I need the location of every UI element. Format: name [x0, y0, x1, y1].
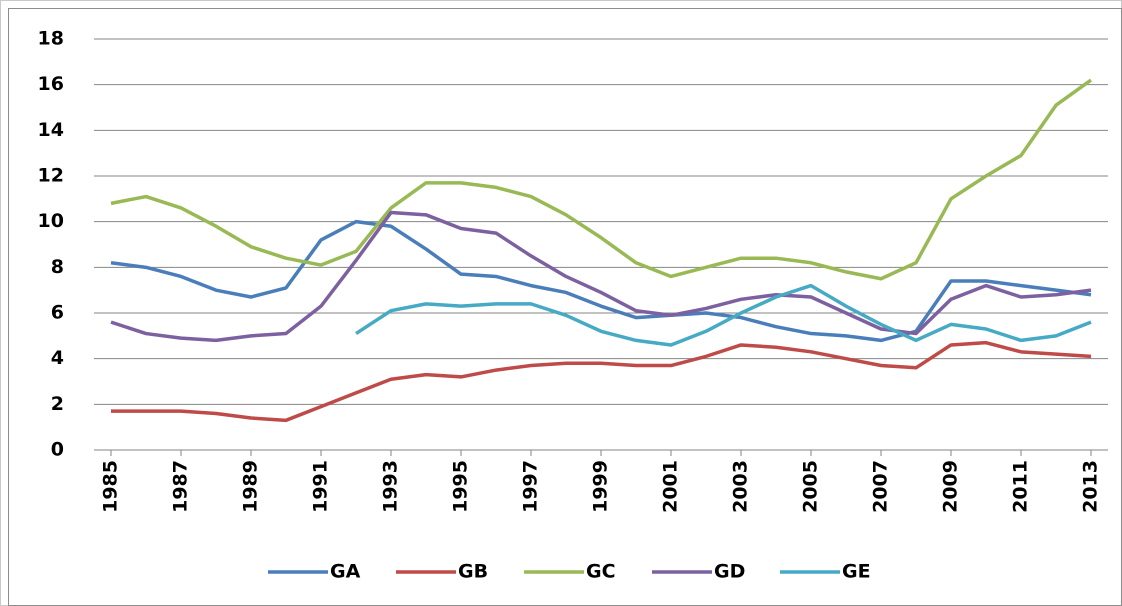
y-tick-label: 14 — [38, 119, 64, 141]
y-tick-label: 8 — [51, 256, 64, 278]
x-tick-label: 1987 — [170, 460, 192, 513]
legend-label: GA — [330, 561, 361, 583]
series-line — [355, 283, 1092, 347]
x-tick-label: 2001 — [660, 460, 682, 513]
y-tick-label: 2 — [51, 393, 64, 415]
x-tick-label: 2003 — [730, 460, 752, 513]
series-line — [110, 78, 1093, 281]
x-tick-label: 1997 — [520, 460, 542, 513]
y-tick-label: 4 — [51, 347, 64, 369]
x-tick-label: 1985 — [100, 460, 122, 513]
y-tick-label: 16 — [38, 73, 64, 95]
y-tick-label: 6 — [51, 302, 64, 324]
x-tick-label: 2005 — [800, 460, 822, 513]
chart-border — [8, 8, 1122, 606]
y-tick-label: 12 — [38, 165, 64, 187]
legend-label: GC — [586, 561, 616, 583]
series-line — [111, 340, 1092, 423]
y-tick-label: 10 — [38, 210, 64, 232]
x-tick-label: 1999 — [590, 460, 612, 513]
legend-label: GB — [458, 561, 488, 583]
x-tick-label: 1993 — [380, 460, 402, 513]
x-tick-label: 1991 — [310, 460, 332, 513]
y-tick-label: 18 — [38, 28, 64, 50]
series-line — [110, 219, 1092, 343]
y-tick-label: 0 — [51, 439, 64, 461]
x-tick-label: 2009 — [940, 460, 962, 513]
x-tick-label: 2013 — [1080, 460, 1102, 513]
x-tick-label: 1995 — [450, 460, 472, 513]
x-tick-label: 1989 — [240, 460, 262, 513]
legend-label: GE — [842, 561, 871, 583]
series-line — [110, 210, 1092, 343]
legend-label: GD — [714, 561, 745, 583]
x-tick-label: 2011 — [1010, 460, 1032, 513]
x-tick-label: 2007 — [870, 460, 892, 513]
